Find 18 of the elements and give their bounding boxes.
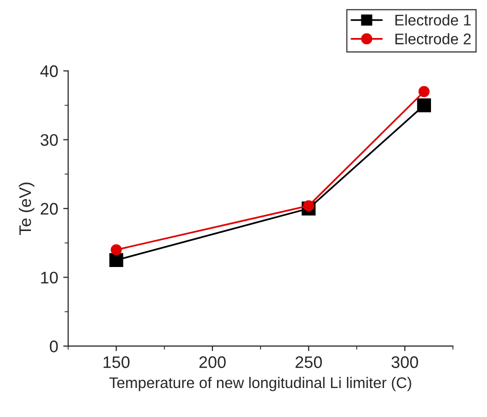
- point: [418, 86, 430, 98]
- y-tick-label: 20: [40, 202, 58, 215]
- y-tick-label: 10: [41, 272, 58, 284]
- y-tick-label: 30: [40, 134, 58, 146]
- point: [110, 244, 122, 256]
- x-tick-label: 250: [296, 356, 322, 368]
- point: [417, 98, 431, 112]
- y-axis-title: Te (eV): [18, 182, 34, 235]
- y-tick-label: 0: [50, 340, 58, 352]
- point: [109, 253, 124, 268]
- legend-label: Electrode 1: [395, 14, 471, 26]
- x-tick-label: 150: [104, 356, 130, 368]
- x-axis-title: Temperature of new longitudinal Li limiter (C): [109, 376, 412, 392]
- legend-label: Electrode 2: [395, 33, 471, 44]
- x-tick-label: 300: [392, 356, 418, 368]
- point: [303, 200, 314, 212]
- x-tick-label: 200: [199, 356, 226, 368]
- y-tick-label: 40: [40, 65, 58, 78]
